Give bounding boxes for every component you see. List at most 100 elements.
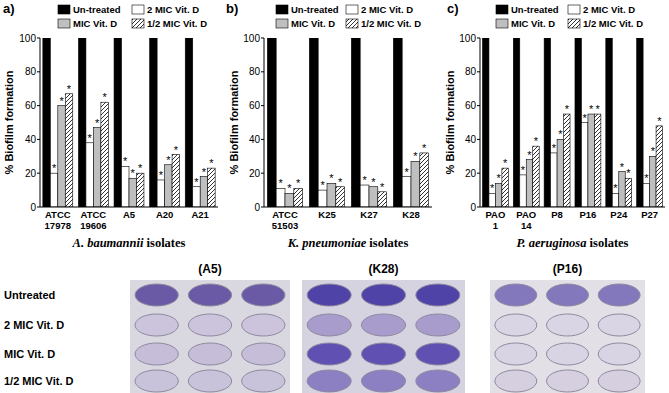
plate-panel: (A5)(K28)(P16)Untreated2 MIC Vit. DMIC V… — [4, 262, 645, 393]
bar — [58, 106, 65, 207]
plate-row-label: 1/2 MIC Vit. D — [4, 375, 74, 387]
bar — [86, 143, 93, 207]
tick — [37, 71, 40, 72]
category-label: A5 — [123, 209, 136, 220]
tick — [37, 105, 40, 106]
bar — [533, 146, 539, 207]
category-label: A20 — [156, 209, 173, 220]
x-axis — [40, 207, 218, 208]
well — [598, 343, 640, 365]
category-label-line: 1 — [493, 220, 499, 231]
well — [361, 343, 405, 365]
y-axis — [264, 38, 265, 207]
tick-label: 80 — [249, 66, 261, 77]
legend: Un-treated2 MIC Vit. DMIC Vit. D1/2 MIC … — [58, 4, 207, 29]
bar — [544, 38, 550, 207]
significance-mark: * — [287, 182, 292, 194]
tick-label: 20 — [25, 168, 37, 179]
bars — [482, 38, 662, 207]
significance-mark: * — [329, 172, 334, 184]
significance-mark: * — [422, 142, 427, 154]
tick — [261, 71, 264, 72]
tick-label: 20 — [465, 168, 477, 179]
well — [361, 314, 405, 336]
x-axis-label: K. pneumoniae isolates — [287, 236, 409, 250]
category-label: PAO14 — [516, 209, 536, 231]
bar — [114, 38, 121, 207]
well — [307, 314, 351, 336]
bar — [612, 193, 618, 207]
legend-label: Un-treated — [73, 4, 121, 15]
bar — [285, 193, 294, 207]
well — [495, 314, 537, 336]
legend-swatch — [346, 19, 358, 28]
plate-row-label: Untreated — [4, 289, 55, 301]
significance-mark: * — [380, 181, 385, 193]
bar — [360, 185, 369, 207]
bar — [122, 166, 129, 207]
well — [547, 284, 589, 306]
significance-mark: * — [102, 91, 107, 103]
bar — [588, 114, 594, 207]
plate-photo — [130, 280, 290, 393]
panel-title: a) — [3, 1, 15, 16]
tick — [477, 71, 480, 72]
bar — [369, 187, 378, 207]
x-axis-label-rest: isolates — [143, 236, 185, 250]
plate-row-label: 2 MIC Vit. D — [4, 319, 64, 331]
significance-mark: * — [552, 142, 557, 154]
significance-mark: * — [657, 115, 662, 127]
category-label: P24 — [610, 209, 628, 220]
bar — [482, 38, 488, 207]
significance-mark: * — [626, 167, 631, 179]
legend-label: Un-treated — [511, 4, 559, 15]
significance-mark: * — [174, 144, 179, 156]
category-label: ATCC51503 — [272, 209, 298, 231]
plate-title: (A5) — [198, 262, 221, 276]
x-axis-label-species: A. baumannii — [72, 236, 144, 250]
tick-label: 60 — [25, 100, 37, 111]
category-label: PAO1 — [485, 209, 505, 231]
bars — [267, 38, 428, 207]
legend-label: Un-treated — [291, 4, 339, 15]
x-axis — [480, 207, 665, 208]
category-label-line: A20 — [156, 209, 173, 220]
legend-swatch — [132, 19, 144, 28]
x-axis-label-species: K. pneumoniae — [287, 236, 367, 250]
plate-photo — [490, 280, 645, 393]
category-label: A21 — [191, 209, 209, 220]
panel: ************020406080100ATCC51503K25K27K… — [226, 1, 432, 250]
category-label-line: 51503 — [272, 220, 298, 231]
tick — [37, 173, 40, 174]
plate-photo — [302, 280, 465, 393]
legend-label: 2 MIC Vit. D — [583, 4, 635, 15]
category-label-line: K28 — [402, 209, 419, 220]
legend-swatch — [568, 5, 580, 14]
category-label-line: 17978 — [45, 220, 71, 231]
bar — [50, 173, 57, 207]
well — [416, 343, 460, 365]
well — [307, 343, 351, 365]
bar — [378, 192, 387, 207]
tick-label: 0 — [470, 202, 476, 213]
well — [242, 314, 285, 336]
bar — [351, 38, 360, 207]
bar — [193, 187, 200, 207]
significance-mark: * — [651, 145, 656, 157]
plate-title: (K28) — [368, 262, 398, 276]
category-label-line: PAO — [485, 209, 505, 220]
significance-mark: * — [362, 174, 367, 186]
category-label-line: K27 — [360, 209, 377, 220]
bar — [101, 102, 108, 207]
bar — [625, 178, 631, 207]
significance-mark: * — [589, 103, 594, 115]
tick-label: 40 — [465, 134, 477, 145]
bar — [581, 123, 587, 208]
significance-mark: * — [558, 128, 563, 140]
tick-label: 80 — [465, 66, 477, 77]
significance-mark: * — [194, 176, 199, 188]
legend-swatch — [58, 5, 70, 14]
tick — [261, 139, 264, 140]
significance-mark: * — [95, 117, 100, 129]
category-label: P27 — [641, 209, 658, 220]
